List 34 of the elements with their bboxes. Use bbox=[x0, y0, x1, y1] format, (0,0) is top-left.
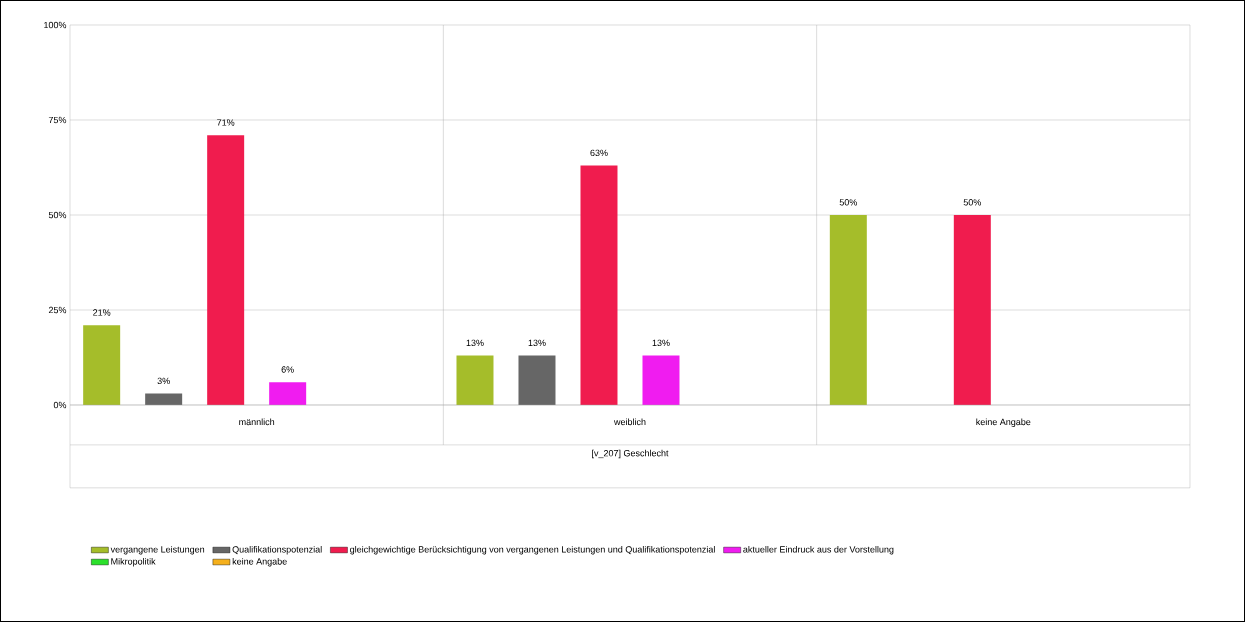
legend-label: gleichgewichtige Berücksichtigung von vergangenen Leistungen und Qualifikationspotenzial bbox=[350, 546, 715, 555]
bar bbox=[83, 325, 121, 405]
data-label: 13% bbox=[528, 339, 546, 347]
legend-label: Mikropolitik bbox=[111, 558, 156, 567]
data-label: 6% bbox=[281, 366, 294, 373]
y-tick-label: 25% bbox=[48, 306, 67, 314]
data-label: 21% bbox=[93, 309, 111, 316]
data-label: 13% bbox=[466, 339, 484, 347]
bar bbox=[207, 135, 245, 405]
y-tick-label: 75% bbox=[48, 116, 67, 124]
data-label: 50% bbox=[839, 199, 857, 206]
data-label: 63% bbox=[590, 149, 608, 157]
y-tick-label: 0% bbox=[53, 401, 67, 409]
legend-label: vergangene Leistungen bbox=[110, 546, 205, 555]
x-tick-label: keine Angabe bbox=[976, 418, 1031, 427]
bar bbox=[642, 355, 680, 405]
legend-label: Qualifikationspotenzial bbox=[232, 546, 322, 555]
y-tick-label: 100% bbox=[44, 21, 67, 29]
bar bbox=[518, 355, 556, 405]
data-label: 13% bbox=[652, 339, 670, 347]
x-axis-title: [v_207] Geschlecht bbox=[592, 449, 669, 459]
bar bbox=[580, 165, 618, 405]
bar bbox=[953, 215, 991, 405]
legend-label: keine Angabe bbox=[232, 558, 287, 567]
y-tick-label: 50% bbox=[48, 211, 67, 219]
data-label: 71% bbox=[217, 119, 235, 126]
data-label: 50% bbox=[963, 199, 981, 206]
bar bbox=[456, 355, 494, 405]
bar bbox=[269, 382, 307, 405]
data-label: 3% bbox=[157, 377, 170, 385]
x-tick-label: männlich bbox=[239, 418, 275, 426]
x-tick-label: weiblich bbox=[613, 418, 646, 426]
legend-label: aktueller Eindruck aus der Vorstellung bbox=[743, 546, 894, 555]
bar bbox=[829, 215, 867, 405]
